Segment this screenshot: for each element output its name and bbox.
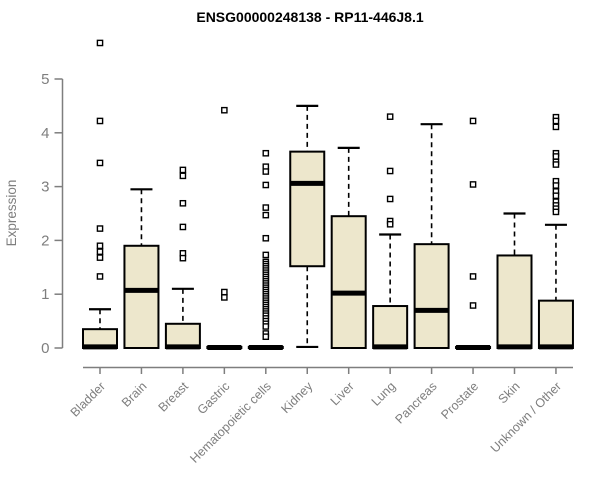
outlier-point [179, 172, 187, 180]
outlier-point [96, 254, 104, 261]
box [413, 243, 450, 349]
outlier-point [96, 242, 104, 250]
x-category-label: Bladder [68, 379, 108, 419]
outlier-point [221, 288, 228, 296]
outlier-point [552, 123, 560, 131]
y-tick-label: 2 [41, 232, 49, 249]
outlier-point [386, 113, 394, 120]
outlier-point [552, 208, 560, 216]
outlier-point [262, 333, 270, 341]
outlier-point [96, 159, 104, 167]
outlier-point [221, 294, 228, 301]
outlier-point [96, 39, 104, 47]
outlier-point [262, 181, 270, 189]
outlier-point [552, 161, 560, 168]
outlier-point [96, 248, 104, 255]
x-category-label: Skin [496, 379, 523, 406]
outlier-point [262, 234, 270, 242]
outlier-point [469, 181, 477, 188]
chart-title: ENSG00000248138 - RP11-446J8.1 [196, 9, 424, 25]
box [537, 299, 574, 350]
outlier-point [179, 223, 187, 231]
outlier-point [386, 167, 394, 175]
box [289, 150, 326, 268]
x-category-label: Pancreas [392, 379, 439, 426]
y-tick-label: 1 [41, 286, 49, 303]
x-category-label: Brain [119, 379, 150, 410]
outlier-point [469, 302, 477, 309]
outlier-point [552, 153, 560, 160]
y-axis-title: Expression [4, 180, 19, 247]
outlier-point [262, 168, 270, 175]
outlier-point [262, 204, 270, 211]
outlier-point [469, 273, 477, 280]
x-category-label: Kidney [278, 379, 315, 416]
x-category-label: Liver [328, 379, 357, 408]
box [496, 254, 533, 350]
box [330, 215, 367, 349]
y-tick-label: 0 [41, 340, 49, 357]
outlier-point [96, 117, 104, 125]
outlier-point [262, 323, 270, 330]
y-tick-label: 5 [41, 71, 49, 88]
y-tick-label: 4 [41, 125, 49, 142]
box [372, 305, 409, 350]
outlier-point [179, 199, 187, 207]
box [123, 244, 160, 349]
x-category-label: Lung [369, 379, 399, 409]
outlier-point [552, 117, 560, 125]
outlier-point [179, 166, 187, 174]
outlier-point [221, 106, 228, 114]
x-category-label: Hematopoietic cells [187, 379, 274, 466]
outlier-point [386, 220, 394, 228]
x-category-label: Prostate [438, 379, 481, 422]
box [164, 322, 201, 350]
outlier-point [96, 273, 104, 280]
outlier-point [386, 195, 394, 203]
outlier-point [262, 251, 270, 259]
x-category-label: Breast [156, 379, 192, 415]
y-tick-label: 3 [41, 179, 49, 196]
outlier-point [469, 117, 477, 125]
outlier-point [262, 149, 270, 157]
outlier-point [552, 182, 560, 189]
x-category-label: Unknown / Other [488, 379, 564, 455]
outlier-point [552, 192, 560, 200]
x-category-label: Gastric [195, 379, 233, 417]
outlier-point [179, 254, 187, 262]
outlier-point [262, 211, 270, 219]
outlier-point [96, 225, 104, 232]
